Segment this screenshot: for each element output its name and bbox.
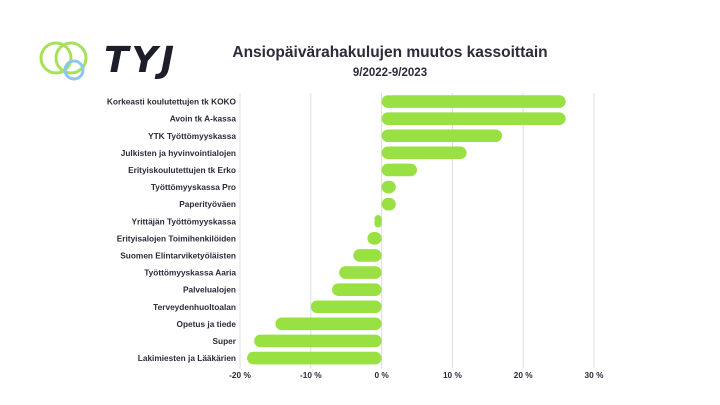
category-label: Palvelualojen [183,285,236,295]
x-tick-label: -10 % [300,370,322,380]
chart-subtitle: 9/2022-9/2023 [352,67,428,79]
category-label: Suomen Elintarviketyöläisten [120,250,236,260]
bar [247,351,382,365]
category-label: Paperityöväen [179,199,236,209]
logo [39,41,88,81]
bar [381,180,396,194]
x-tick-label: 10 % [443,370,463,380]
bar [374,214,382,228]
category-label: Työttömyyskassa Pro [151,182,236,192]
category-label: Erityisalojen Toimihenkilöiden [117,233,236,243]
category-label: Erityiskoulutettujen tk Erko [128,165,236,175]
logo-ring-green-left-icon [39,41,73,75]
logo-ring-blue-icon [63,59,85,81]
category-label: YTK Työttömyyskassa [148,131,236,141]
category-label: Yrittäjän Työttömyyskassa [131,216,236,226]
category-label: Lakimiesten ja Lääkärien [138,353,236,363]
logo-ring-green-right-icon [54,41,88,75]
chart-title: Ansiopäivärahakulujen muutos kassoittain [232,44,548,61]
bar [381,146,467,160]
bar [254,334,382,348]
bar [381,112,566,125]
bar [381,95,566,108]
bar [381,197,396,211]
category-label: Korkeasti koulutettujen tk KOKO [107,97,237,107]
bar [332,283,382,296]
x-tick-label: 20 % [514,370,534,380]
category-label: Super [212,336,236,346]
bar [310,300,382,314]
x-tick-label: -20 % [229,370,251,380]
category-label: Terveydenhuoltoalan [153,302,236,312]
logo-text: TYJ [104,40,178,81]
category-label: Työttömyyskassa Aaria [144,268,236,278]
bar [339,266,382,279]
bar [381,129,502,143]
x-tick-label: 0 % [374,370,389,380]
bar [275,317,382,331]
category-label: Opetus ja tiede [177,319,237,329]
bar [353,249,382,262]
x-tick-label: 30 % [585,370,605,380]
category-label: Avoin tk A-kassa [170,114,237,124]
bar [381,163,417,177]
category-label: Julkisten ja hyvinvointialojen [121,148,236,158]
bar [367,232,382,245]
